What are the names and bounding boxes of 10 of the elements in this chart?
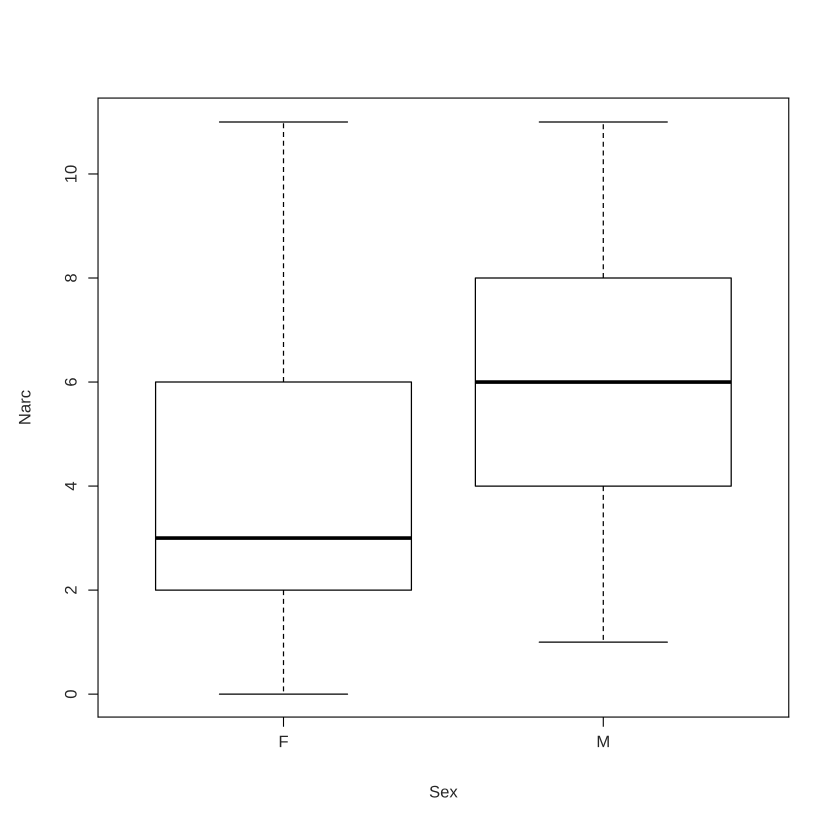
x-tick-label: M bbox=[598, 736, 609, 748]
x-tick-label: F bbox=[280, 736, 288, 748]
y-tick-label: 2 bbox=[64, 586, 77, 594]
y-tick-label: 6 bbox=[64, 378, 77, 386]
y-tick-label: 0 bbox=[64, 690, 77, 698]
y-tick-label: 10 bbox=[64, 165, 77, 182]
x-axis-title: Sex bbox=[430, 786, 458, 798]
y-tick-label: 8 bbox=[64, 274, 77, 282]
y-axis-title: Narc bbox=[18, 390, 31, 424]
y-tick-label: 4 bbox=[65, 482, 77, 490]
